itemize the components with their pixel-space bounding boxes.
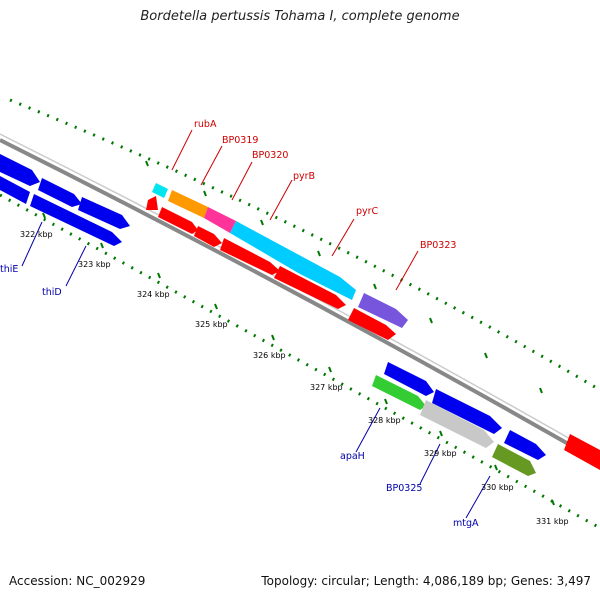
gene-red-5[interactable] <box>274 266 346 309</box>
gene-BP0323[interactable] <box>358 293 408 328</box>
gene-blue-upper-right-2[interactable] <box>432 389 502 434</box>
ruler-label-331: 331 kbp <box>536 517 569 526</box>
gene-mtgA[interactable] <box>492 444 536 476</box>
gene-blue-left-2[interactable] <box>38 178 82 207</box>
accession-label: Accession: NC_002929 <box>9 574 146 588</box>
ruler-label-324: 324 kbp <box>137 290 170 299</box>
outer-major-ticks <box>145 160 543 394</box>
gene-label-BP0323: BP0323 <box>420 240 456 251</box>
gene-red-2[interactable] <box>158 207 198 234</box>
gene-red-far-right[interactable] <box>564 434 600 470</box>
gene-label-pyrC: pyrC <box>356 206 379 217</box>
topology-label: Topology: circular; Length: 4,086,189 bp… <box>261 574 591 588</box>
gene-pyrB[interactable] <box>230 221 356 300</box>
ruler-label-330: 330 kbp <box>481 483 514 492</box>
gene-label-pyrB: pyrB <box>293 171 315 182</box>
gene-red-1[interactable] <box>146 196 158 210</box>
gene-rubA[interactable] <box>152 183 168 198</box>
gene-label-thiE: thiE <box>0 264 18 275</box>
ruler-label-326: 326 kbp <box>253 351 286 360</box>
gene-label-apaH: apaH <box>340 451 365 462</box>
map-title: Bordetella pertussis Tohama I, complete … <box>140 9 460 24</box>
ruler-label-328: 328 kbp <box>368 416 401 425</box>
gene-blue-left-3[interactable] <box>78 197 130 229</box>
gene-label-rubA: rubA <box>194 119 217 130</box>
backbone <box>0 133 600 464</box>
gene-red-4[interactable] <box>220 238 280 275</box>
gene-label-thiD: thiD <box>42 287 62 298</box>
inner-major-ticks <box>42 212 555 506</box>
bottom-label-leaders <box>21 221 491 519</box>
ruler-label-325: 325 kbp <box>195 320 228 329</box>
gene-blue-upper-right-1[interactable] <box>384 362 434 396</box>
gene-blue-left-4[interactable] <box>0 176 30 204</box>
ruler-label-329: 329 kbp <box>424 449 457 458</box>
gene-BP0325[interactable] <box>420 400 494 448</box>
gene-label-BP0319: BP0319 <box>222 135 258 146</box>
gene-blue-left-1[interactable] <box>0 154 40 186</box>
gene-BP0319[interactable] <box>168 190 208 218</box>
ruler-label-323: 323 kbp <box>78 260 111 269</box>
inner-tick-ring <box>0 193 600 530</box>
gene-blue-far-right[interactable] <box>504 430 546 460</box>
gene-label-BP0320: BP0320 <box>252 150 288 161</box>
gene-red-3[interactable] <box>194 226 222 247</box>
ruler-label-322: 322 kbp <box>20 230 53 239</box>
gene-label-BP0325: BP0325 <box>386 483 422 494</box>
gene-apaH[interactable] <box>372 375 426 410</box>
top-label-leaders <box>171 129 419 291</box>
gene-label-mtgA: mtgA <box>453 518 479 529</box>
gene-BP0320[interactable] <box>204 207 236 233</box>
gene-red-6[interactable] <box>348 308 396 340</box>
gene-blue-left-5[interactable] <box>30 194 122 246</box>
ruler-label-327: 327 kbp <box>310 383 343 392</box>
outer-tick-ring <box>9 98 600 392</box>
